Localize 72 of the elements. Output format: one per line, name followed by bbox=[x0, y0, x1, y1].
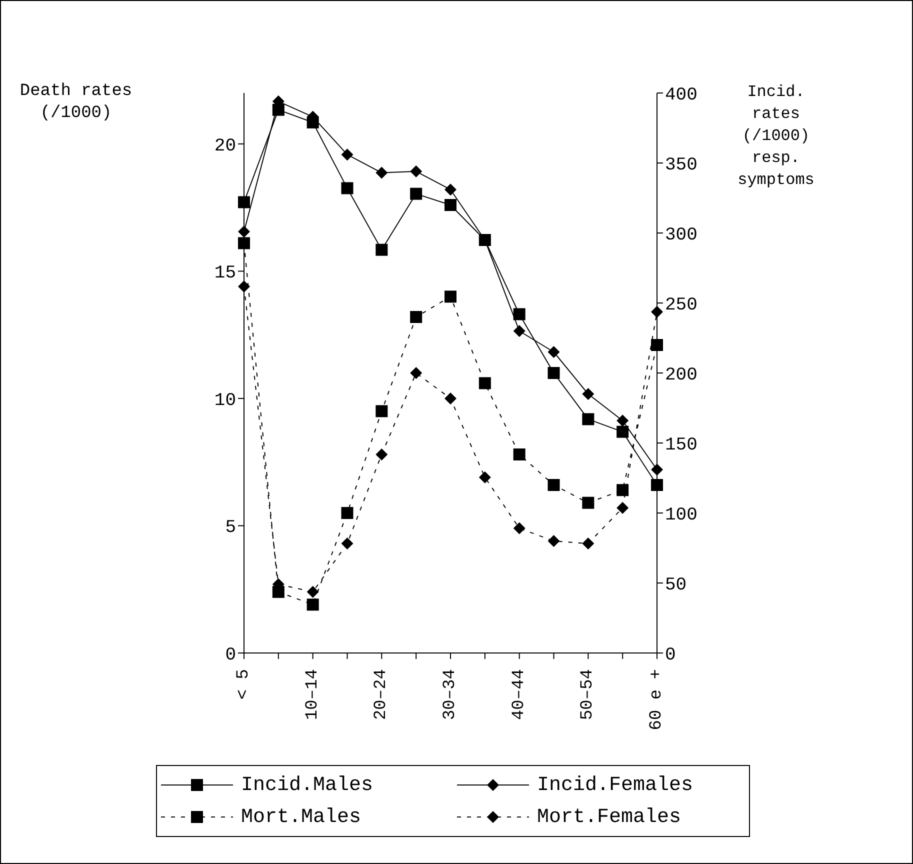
x-tick-label: 60 e + bbox=[648, 669, 666, 730]
point bbox=[444, 184, 456, 196]
y2-tick-label: 200 bbox=[665, 365, 698, 386]
point bbox=[410, 188, 422, 200]
point bbox=[548, 479, 560, 491]
point bbox=[582, 413, 594, 426]
point bbox=[651, 306, 663, 318]
point bbox=[444, 392, 456, 404]
point bbox=[272, 104, 284, 116]
point bbox=[548, 535, 560, 547]
point bbox=[513, 448, 526, 460]
point bbox=[651, 464, 663, 476]
point bbox=[410, 367, 422, 379]
y-tick-label: 20 bbox=[214, 136, 236, 156]
point bbox=[616, 426, 629, 438]
x-tick-label: 10–14 bbox=[303, 669, 322, 720]
point bbox=[341, 148, 354, 161]
y2-tick-label: 50 bbox=[665, 575, 687, 596]
point bbox=[478, 377, 491, 390]
point bbox=[444, 199, 456, 211]
y2-axis-title: Incid. rates (/1000) resp. symptoms bbox=[736, 82, 816, 191]
y2-tick-label: 400 bbox=[665, 85, 698, 106]
point bbox=[651, 339, 663, 351]
x-tick-label: 20–24 bbox=[372, 669, 392, 720]
point bbox=[306, 586, 319, 598]
legend-label: Mort.Females bbox=[537, 806, 682, 828]
point bbox=[582, 538, 594, 550]
y2-tick-label: 350 bbox=[665, 155, 698, 176]
point bbox=[548, 367, 560, 379]
y2-tick-label: 100 bbox=[665, 505, 698, 526]
x-tick-label: < 5 bbox=[234, 669, 254, 700]
point bbox=[410, 165, 422, 178]
y2-tick-label: 300 bbox=[665, 225, 698, 246]
legend-label: Incid.Males bbox=[241, 774, 374, 796]
point bbox=[616, 484, 629, 496]
y-tick-label: 10 bbox=[214, 390, 236, 411]
point bbox=[306, 598, 319, 611]
point bbox=[341, 182, 354, 194]
x-tick-label: 30–34 bbox=[441, 669, 460, 720]
x-tick-label: 40–44 bbox=[510, 669, 529, 720]
point bbox=[513, 325, 526, 337]
point bbox=[410, 311, 422, 323]
y-axis-title: Death rates (/1000) bbox=[18, 81, 134, 125]
point bbox=[548, 346, 560, 358]
point bbox=[238, 196, 250, 208]
legend-label: Incid.Females bbox=[537, 774, 694, 796]
legend-label: Mort.Males bbox=[241, 806, 362, 828]
y-tick-label: 0 bbox=[225, 645, 236, 666]
point bbox=[444, 290, 456, 303]
point bbox=[376, 405, 388, 418]
y2-tick-label: 0 bbox=[665, 645, 676, 666]
y-tick-label: 15 bbox=[214, 264, 236, 284]
point bbox=[341, 538, 354, 550]
point bbox=[376, 448, 388, 460]
x-tick-label: 50–54 bbox=[578, 669, 598, 720]
y-tick-label: 5 bbox=[225, 518, 236, 538]
point bbox=[341, 507, 354, 519]
point bbox=[616, 502, 629, 514]
y2-tick-label: 150 bbox=[665, 435, 698, 456]
point bbox=[478, 471, 491, 484]
point bbox=[651, 479, 663, 491]
point bbox=[616, 414, 629, 427]
point bbox=[238, 237, 250, 250]
point bbox=[376, 244, 388, 256]
point bbox=[513, 308, 526, 320]
point bbox=[376, 166, 388, 179]
point bbox=[238, 280, 250, 292]
y2-tick-label: 250 bbox=[665, 295, 698, 316]
point bbox=[582, 388, 594, 400]
point bbox=[513, 522, 526, 534]
point bbox=[238, 226, 250, 238]
point bbox=[582, 496, 594, 509]
